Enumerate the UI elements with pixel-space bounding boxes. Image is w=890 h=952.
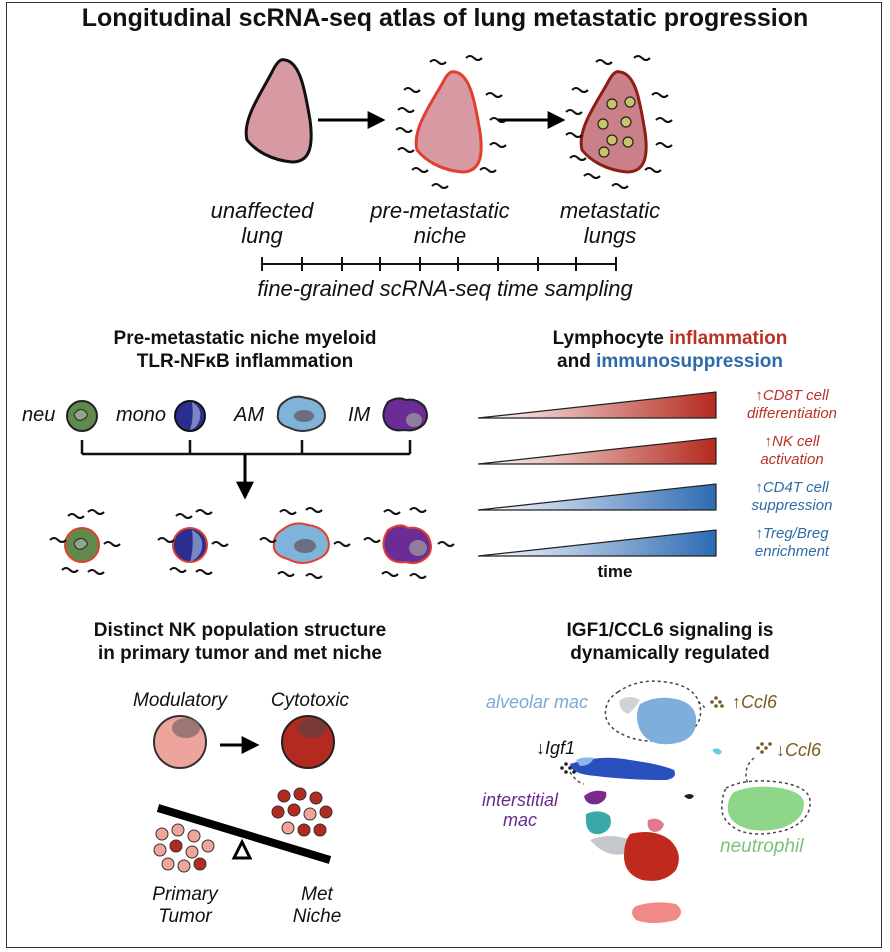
myeloid-heading-1: Pre-metastatic niche myeloid <box>113 328 377 349</box>
lymph-label-cd8t: ↑CD8T cell differentiation <box>722 387 862 423</box>
met-niche-nk-cells <box>271 787 333 837</box>
wedge-nk <box>477 437 717 465</box>
umap-dot-markers <box>710 696 772 754</box>
umap-label-ccl6-down: ↓Ccl6 <box>776 740 822 760</box>
umap-clusters <box>570 680 811 923</box>
signal-heading-2: dynamically regulated <box>570 643 770 664</box>
stage-label-premetastatic: pre-metastatic niche <box>370 198 510 248</box>
signal-heading-1: IGF1/CCL6 signaling is <box>566 620 774 641</box>
nk-label-primary-tumor: Primary Tumor <box>152 884 218 927</box>
lung-unaffected <box>244 58 313 164</box>
cell-am <box>276 395 326 432</box>
primary-tumor-nk-cells <box>153 823 215 873</box>
figure-frame <box>6 2 882 948</box>
wedge-cd8t <box>477 391 717 419</box>
cell-label-mono: mono <box>116 404 167 426</box>
lymph-heading-1a: Lymphocyte <box>552 328 670 349</box>
time-axis-label: time <box>597 562 633 581</box>
lymph-heading-1: Lymphocyte inflammation <box>480 328 860 350</box>
inflamed-cell-im <box>363 507 455 579</box>
cell-mono <box>174 400 206 432</box>
myeloid-heading-2: TLR-NFκB inflammation <box>136 351 354 372</box>
lymph-label-cd4t-l1: ↑CD4T cell <box>755 479 829 496</box>
wedge-cd4t <box>477 483 717 511</box>
umap-dotted-connectors <box>569 701 755 785</box>
umap-label-interstitial-mac: interstitial mac <box>481 790 559 830</box>
cell-im <box>382 397 428 432</box>
lymph-label-nk-l1: ↑NK cell <box>764 433 820 450</box>
stage-label-unaffected: unaffected lung <box>210 198 314 248</box>
figure-title: Longitudinal scRNA-seq atlas of lung met… <box>81 4 809 32</box>
lymph-heading-immunosuppression: immunosuppression <box>596 351 783 372</box>
lymph-label-cd8t-l1: ↑CD8T cell <box>755 387 829 404</box>
lymph-label-treg-l1: ↑Treg/Breg <box>755 525 829 542</box>
nk-label-cytotoxic: Cytotoxic <box>270 690 350 711</box>
umap-label-neutrophil: neutrophil <box>720 836 804 857</box>
lung-premetastatic <box>395 55 507 189</box>
lymph-heading-2: and immunosuppression <box>480 351 860 373</box>
metastasis-nodules <box>597 96 636 158</box>
inflamed-cell-mono <box>157 509 229 575</box>
timeline-axis <box>261 257 617 271</box>
cell-label-am: AM <box>234 404 264 426</box>
lymph-label-treg: ↑Treg/Breg enrichment <box>722 525 862 561</box>
lymph-label-nk-l2: activation <box>760 451 824 468</box>
stage-label-metastatic: metastatic lungs <box>559 198 661 248</box>
inflamed-cell-neu <box>49 509 121 575</box>
nk-label-met-niche: Met Niche <box>292 884 342 927</box>
seesaw <box>156 804 332 864</box>
nk-modulatory-cell <box>153 715 207 769</box>
umap-label-alveolar-mac: alveolar mac <box>486 692 589 712</box>
lymph-label-nk: ↑NK cell activation <box>722 433 862 469</box>
cell-label-neu: neu <box>22 404 56 426</box>
timeline-label: fine-grained scRNA-seq time sampling <box>257 276 633 301</box>
wedge-treg <box>477 529 717 557</box>
lymph-heading-2a: and <box>557 351 597 372</box>
nk-label-modulatory: Modulatory <box>133 690 227 711</box>
nk-heading-2: in primary tumor and met niche <box>98 643 382 664</box>
nk-cytotoxic-cell <box>281 715 335 769</box>
umap-label-ccl6-up: ↑Ccl6 <box>732 692 778 712</box>
cell-label-im: IM <box>348 404 371 426</box>
lymph-label-cd4t: ↑CD4T cell suppression <box>722 479 862 515</box>
nk-heading-1: Distinct NK population structure <box>93 620 387 641</box>
cell-neu <box>66 400 98 432</box>
igf1-dot-marker <box>560 762 576 774</box>
umap-label-igf1-down: ↓Igf1 <box>536 738 576 758</box>
lymph-heading-inflammation: inflammation <box>669 328 788 349</box>
lymph-label-treg-l2: enrichment <box>754 543 830 560</box>
lymph-label-cd8t-l2: differentiation <box>746 405 838 422</box>
convergence-bracket <box>80 440 412 456</box>
lymph-label-cd4t-l2: suppression <box>751 497 833 514</box>
lung-metastatic <box>565 55 673 189</box>
inflamed-cell-am <box>259 507 351 579</box>
